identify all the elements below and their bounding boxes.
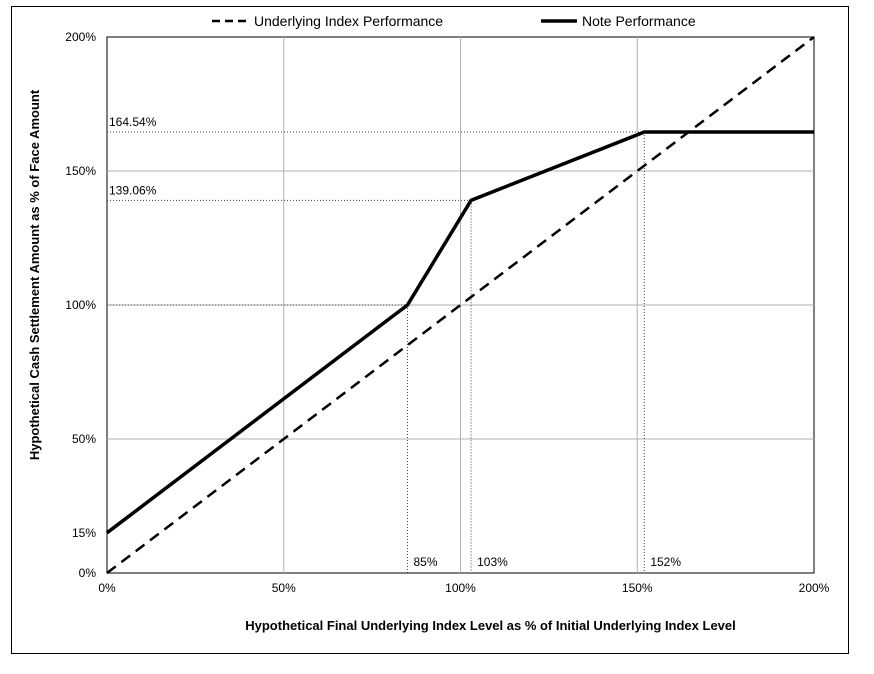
y-tick-label: 200% [65,30,96,44]
x-reference-label: 85% [413,555,437,569]
x-tick-label: 50% [272,581,296,595]
note-performance-line [105,130,814,535]
y-tick-label: 50% [72,432,96,446]
y-reference-label: 139.06% [109,183,157,197]
y-tick-label: 150% [65,164,96,178]
x-tick-label: 0% [98,581,116,595]
chart-frame [11,6,849,654]
x-reference-label: 152% [650,555,681,569]
y-reference-label: 164.54% [109,115,157,129]
x-tick-label: 100% [445,581,476,595]
x-tick-label: 200% [799,581,830,595]
x-axis-title: Hypothetical Final Underlying Index Leve… [245,618,736,633]
x-reference-label: 103% [477,555,508,569]
legend-label: Underlying Index Performance [254,13,443,29]
y-tick-label: 15% [72,526,96,540]
y-tick-label: 100% [65,298,96,312]
underlying-index-line [106,36,815,574]
y-tick-label: 0% [79,566,97,580]
legend-label: Note Performance [582,13,696,29]
x-tick-label: 150% [622,581,653,595]
y-axis-title: Hypothetical Cash Settlement Amount as %… [27,89,42,460]
